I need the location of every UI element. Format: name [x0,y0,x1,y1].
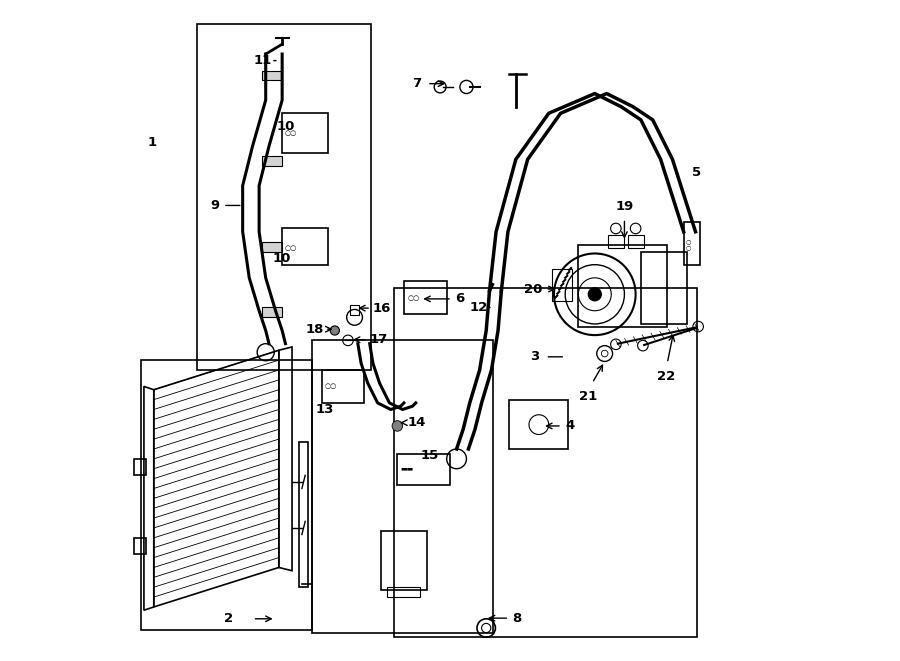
Text: 14: 14 [408,416,427,429]
Text: 5: 5 [692,166,701,179]
Text: 16: 16 [373,301,392,315]
Text: 10: 10 [273,252,292,264]
Text: 10: 10 [276,120,294,133]
Text: 18: 18 [305,323,324,336]
Text: ○○: ○○ [325,383,338,389]
Text: 9: 9 [211,199,220,212]
Bar [263,242,283,252]
Text: 13: 13 [316,403,334,416]
Text: ○○: ○○ [284,245,296,251]
Text: 1: 1 [148,136,157,149]
Text: ○○: ○○ [407,295,419,301]
Bar [627,235,644,249]
Circle shape [589,288,601,301]
Bar [381,531,427,590]
Bar [263,156,283,166]
Bar [388,587,420,597]
Bar [263,307,283,317]
Bar [134,459,146,475]
Text: 3: 3 [529,350,539,364]
Text: 19: 19 [616,200,634,214]
Text: 7: 7 [412,77,422,90]
Text: 2: 2 [224,612,233,625]
Bar [263,71,283,81]
Text: 21: 21 [579,390,598,403]
Bar [552,269,572,301]
Text: 11: 11 [254,54,273,67]
Text: 12: 12 [470,301,488,314]
Text: 15: 15 [420,449,438,462]
Text: ○○: ○○ [284,130,296,136]
Text: 8: 8 [512,611,522,625]
Bar [134,538,146,555]
Bar [350,305,359,315]
Text: 22: 22 [657,370,675,383]
Text: 20: 20 [524,282,542,295]
Text: ○
○: ○ ○ [686,239,691,251]
Text: 17: 17 [370,333,388,346]
Bar [641,252,687,324]
Circle shape [392,420,402,431]
Text: ▬▬: ▬▬ [400,466,414,472]
Bar [608,235,625,249]
Text: 6: 6 [455,292,464,305]
Bar [684,222,700,264]
Circle shape [330,326,339,335]
Polygon shape [299,442,309,587]
Text: 4: 4 [565,420,574,432]
